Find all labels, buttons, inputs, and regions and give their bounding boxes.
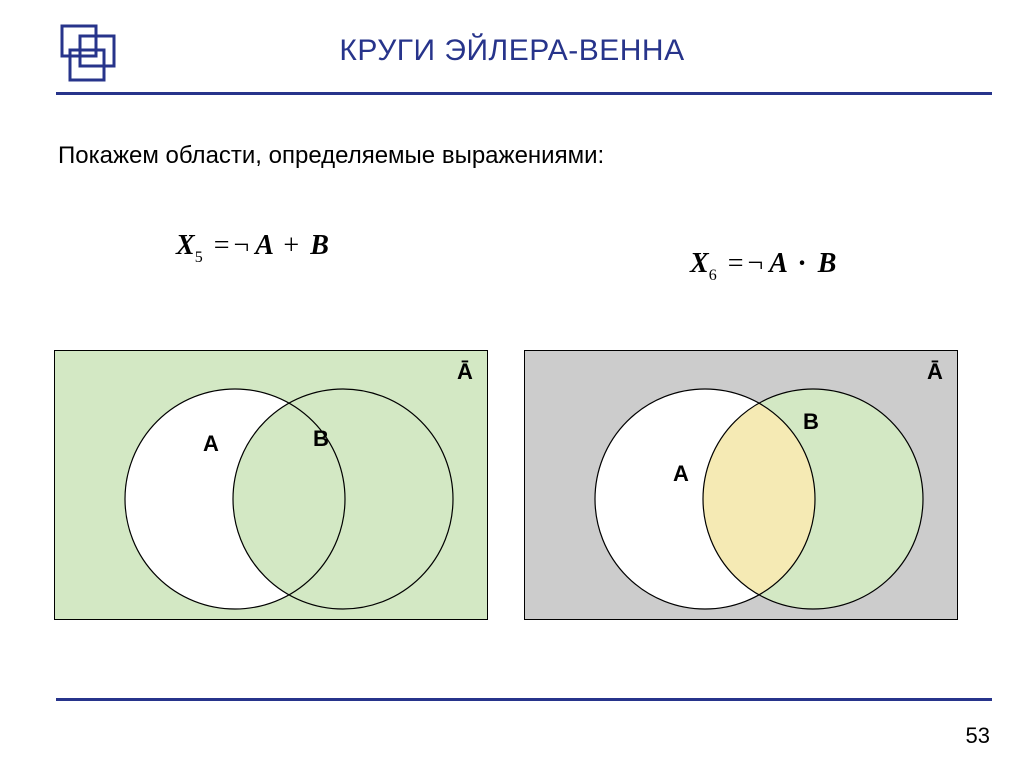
not: ¬ bbox=[747, 248, 763, 279]
label-a: A bbox=[203, 431, 219, 456]
header: КРУГИ ЭЙЛЕРА-ВЕННА bbox=[0, 0, 1024, 88]
formula-x6: X6 =¬ A · B bbox=[690, 248, 836, 285]
dot: · bbox=[793, 248, 810, 279]
label-b: B bbox=[313, 426, 329, 451]
page-number: 53 bbox=[966, 723, 990, 749]
divider-top bbox=[56, 92, 992, 95]
term-b: B bbox=[818, 248, 837, 279]
slide-title: КРУГИ ЭЙЛЕРА-ВЕННА bbox=[0, 34, 1024, 68]
venn-left: A B Ā bbox=[54, 350, 488, 620]
venn-left-svg: A B Ā bbox=[55, 351, 487, 619]
sub: 5 bbox=[195, 249, 203, 266]
sub: 6 bbox=[709, 267, 717, 284]
var: X bbox=[176, 230, 195, 261]
term-a: A bbox=[255, 230, 272, 261]
term-a: A bbox=[769, 248, 786, 279]
not: ¬ bbox=[233, 230, 249, 261]
divider-bottom bbox=[56, 698, 992, 701]
eq: = bbox=[724, 248, 748, 279]
label-b: B bbox=[803, 409, 819, 434]
intro-text: Покажем области, определяемые выражениям… bbox=[58, 142, 604, 170]
label-a: A bbox=[673, 461, 689, 486]
label-not-a: Ā bbox=[457, 359, 473, 384]
venn-right-svg: A B Ā bbox=[525, 351, 957, 619]
formula-x5: X5 =¬ A + B bbox=[176, 230, 329, 267]
var: X bbox=[690, 248, 709, 279]
term-b: B bbox=[310, 230, 329, 261]
slide: КРУГИ ЭЙЛЕРА-ВЕННА Покажем области, опре… bbox=[0, 0, 1024, 767]
label-not-a: Ā bbox=[927, 359, 943, 384]
eq: = bbox=[210, 230, 234, 261]
venn-right: A B Ā bbox=[524, 350, 958, 620]
plus: + bbox=[279, 230, 303, 261]
